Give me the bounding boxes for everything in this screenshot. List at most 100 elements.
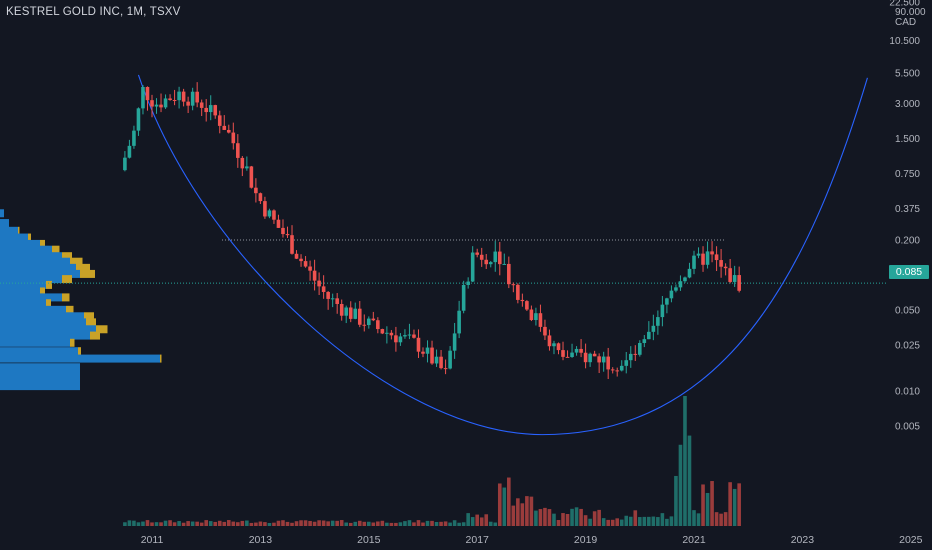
candle-body — [656, 317, 660, 326]
candlestick — [534, 307, 538, 326]
candlestick — [628, 346, 633, 368]
candlestick — [719, 249, 723, 278]
volume-bar — [597, 509, 601, 526]
volume-bar — [339, 520, 344, 526]
volume-profile-bar-gold — [18, 226, 20, 235]
candlestick — [132, 125, 136, 149]
volume-bar — [407, 520, 412, 526]
volume-bar — [353, 521, 358, 526]
candlestick — [710, 241, 714, 263]
volume-bar — [217, 520, 222, 526]
volume-profile-bar-gold — [160, 354, 162, 363]
candle-body — [204, 107, 208, 113]
candlestick — [190, 87, 195, 111]
volume-bar — [163, 520, 168, 526]
volume-bar — [701, 484, 705, 526]
volume-profile-bar — [0, 305, 66, 314]
candle-body — [172, 99, 177, 101]
candle-body — [376, 320, 380, 330]
volume-profile-bar — [0, 252, 62, 261]
candle-body — [353, 308, 358, 319]
volume-bar — [710, 481, 714, 526]
candlestick — [136, 107, 141, 136]
candlestick — [683, 276, 687, 283]
candle-body — [326, 291, 330, 299]
volume-bar — [448, 522, 452, 526]
candlestick — [448, 346, 452, 370]
volume-profile-bar-gold — [62, 252, 72, 261]
volume-bar — [236, 522, 240, 526]
candlestick — [145, 86, 150, 111]
volume-profile-bar — [0, 209, 4, 218]
candlestick — [615, 367, 620, 377]
candlestick — [245, 156, 249, 171]
candlestick — [195, 82, 199, 108]
candlestick — [348, 301, 353, 323]
candlestick — [159, 93, 163, 113]
y-tick-label: 0.750 — [895, 169, 920, 180]
candlestick — [127, 139, 132, 159]
candlestick — [461, 280, 466, 314]
candle-body — [547, 335, 552, 347]
volume-bar — [371, 522, 376, 526]
candle-body — [493, 251, 498, 263]
candlestick — [570, 343, 574, 358]
volume-profile-bar-gold — [86, 318, 96, 327]
candlestick — [434, 349, 439, 367]
candle-body — [240, 157, 245, 169]
volume-bar — [628, 516, 633, 526]
candle-body — [362, 324, 367, 326]
candle-body — [583, 352, 588, 363]
volume-profile-bar — [0, 347, 78, 356]
candlestick — [660, 295, 665, 327]
volume-bar — [520, 503, 525, 526]
candle-body — [330, 298, 335, 300]
candle-body — [226, 129, 231, 133]
candlestick — [714, 246, 719, 272]
volume-bar — [168, 520, 172, 526]
volume-bar — [226, 520, 231, 526]
candle-body — [181, 91, 186, 102]
volume-bar — [660, 513, 665, 526]
candle-body — [389, 332, 394, 336]
volume-profile-bar — [0, 257, 70, 266]
volume-bar — [421, 522, 425, 526]
y-tick-label: 0.025 — [895, 340, 920, 351]
volume-bar — [543, 507, 547, 526]
candle-body — [425, 347, 430, 354]
volume-bar — [479, 517, 484, 526]
volume-bar — [213, 521, 218, 526]
candle-body — [303, 261, 308, 267]
candle-body — [407, 334, 412, 336]
y-tick-label: 3.000 — [895, 99, 920, 110]
candle-body — [466, 281, 470, 285]
volume-bar — [475, 514, 479, 526]
volume-bar — [330, 520, 335, 526]
candle-body — [317, 280, 321, 287]
volume-bar — [348, 522, 353, 526]
volume-bar — [488, 521, 493, 526]
candle-body — [312, 270, 317, 281]
candlestick — [141, 85, 145, 115]
candle-body — [624, 360, 629, 366]
candle-body — [638, 343, 642, 355]
candlestick — [687, 262, 692, 279]
volume-bar — [254, 522, 258, 526]
candle-body — [660, 304, 665, 318]
volume-bar — [511, 505, 516, 526]
volume-bar — [601, 518, 606, 526]
volume-bar — [565, 513, 570, 526]
candle-body — [434, 356, 439, 364]
candlestick — [439, 350, 443, 370]
volume-bar — [290, 522, 294, 526]
y-axis: 45.00022.50010.5005.5003.0001.5000.7500.… — [889, 0, 920, 432]
candle-body — [258, 193, 263, 202]
volume-bar — [335, 520, 339, 526]
volume-bar — [208, 521, 213, 526]
volume-bar — [610, 519, 615, 526]
volume-bar — [308, 520, 312, 526]
candle-body — [701, 253, 705, 265]
candlestick — [371, 311, 376, 322]
volume-bar — [263, 522, 267, 526]
